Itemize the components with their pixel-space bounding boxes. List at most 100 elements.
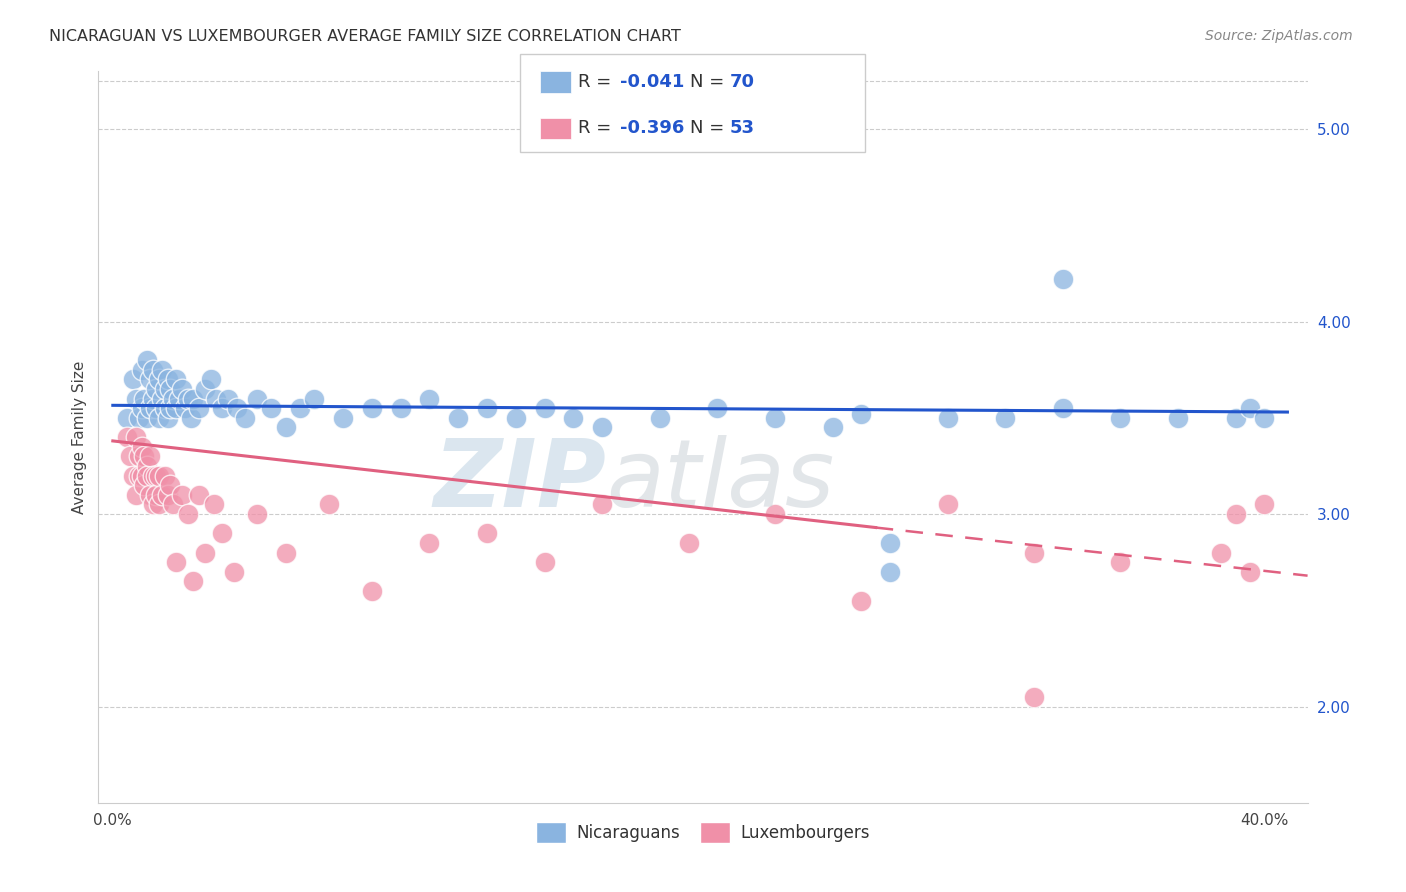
Point (879, 536, 901, 550)
Point (139, 488, 162, 502)
Point (145, 488, 167, 502)
Point (153, 382, 176, 396)
Point (145, 401, 167, 416)
Point (936, 410, 959, 425)
Point (706, 401, 728, 416)
Point (274, 545, 297, 559)
Text: N =: N = (690, 73, 730, 91)
Point (136, 458, 159, 473)
Point (150, 392, 173, 406)
Point (505, 410, 527, 425)
Point (159, 382, 181, 396)
Point (361, 584, 384, 599)
Point (139, 372, 162, 386)
Point (139, 401, 162, 416)
Point (150, 488, 173, 502)
Point (1225, 507, 1247, 521)
Point (260, 401, 283, 416)
Point (156, 410, 179, 425)
Y-axis label: Average Family Size: Average Family Size (72, 360, 87, 514)
Point (134, 392, 156, 406)
Legend: Nicaraguans, Luxembourgers: Nicaraguans, Luxembourgers (530, 815, 876, 849)
Point (131, 401, 153, 416)
Point (1167, 410, 1189, 425)
Point (851, 593, 873, 607)
Point (156, 372, 179, 386)
Point (125, 430, 148, 444)
Point (128, 450, 150, 464)
Point (128, 410, 150, 425)
Point (418, 392, 440, 406)
Point (389, 401, 412, 416)
Point (1211, 545, 1233, 559)
Point (145, 382, 167, 396)
Point (274, 420, 297, 434)
Point (125, 488, 148, 502)
Point (225, 401, 247, 416)
Text: NICARAGUAN VS LUXEMBOURGER AVERAGE FAMILY SIZE CORRELATION CHART: NICARAGUAN VS LUXEMBOURGER AVERAGE FAMIL… (49, 29, 681, 44)
Point (233, 410, 256, 425)
Point (1109, 555, 1132, 569)
Point (188, 401, 211, 416)
Point (1109, 410, 1132, 425)
Point (1052, 401, 1074, 416)
Point (148, 410, 170, 425)
Point (533, 555, 555, 569)
Text: ZIP: ZIP (433, 435, 606, 527)
Point (304, 392, 326, 406)
Point (533, 401, 555, 416)
Text: R =: R = (578, 73, 617, 91)
Point (183, 392, 205, 406)
Text: Source: ZipAtlas.com: Source: ZipAtlas.com (1205, 29, 1353, 43)
Point (1052, 272, 1074, 286)
Point (211, 401, 233, 416)
Point (1239, 565, 1261, 579)
Point (1022, 690, 1045, 704)
Point (134, 450, 156, 464)
Point (165, 372, 187, 386)
Point (217, 392, 239, 406)
Point (142, 392, 165, 406)
Point (936, 498, 959, 512)
Point (170, 382, 193, 396)
Point (176, 507, 198, 521)
Point (361, 401, 384, 416)
Point (150, 362, 173, 376)
Point (131, 362, 153, 376)
Point (148, 468, 170, 483)
Point (148, 498, 170, 512)
Point (332, 410, 354, 425)
Text: 53: 53 (730, 120, 755, 137)
Point (159, 401, 181, 416)
Point (159, 478, 181, 492)
Point (447, 410, 470, 425)
Point (678, 536, 700, 550)
Text: R =: R = (578, 120, 617, 137)
Point (136, 468, 159, 483)
Point (562, 410, 585, 425)
Point (162, 498, 184, 512)
Point (475, 526, 498, 541)
Point (194, 545, 217, 559)
Point (183, 574, 205, 589)
Point (122, 372, 145, 386)
Point (1022, 545, 1045, 559)
Point (142, 362, 165, 376)
Point (1253, 410, 1275, 425)
Text: -0.041: -0.041 (620, 73, 685, 91)
Point (173, 401, 195, 416)
Point (139, 450, 162, 464)
Point (128, 468, 150, 483)
Point (246, 392, 269, 406)
Point (115, 410, 138, 425)
Point (167, 392, 190, 406)
Point (120, 450, 142, 464)
Point (202, 498, 225, 512)
Point (1239, 401, 1261, 416)
Point (205, 392, 228, 406)
Point (170, 488, 193, 502)
Point (200, 372, 222, 386)
Point (188, 488, 211, 502)
Point (134, 478, 156, 492)
Point (1225, 410, 1247, 425)
